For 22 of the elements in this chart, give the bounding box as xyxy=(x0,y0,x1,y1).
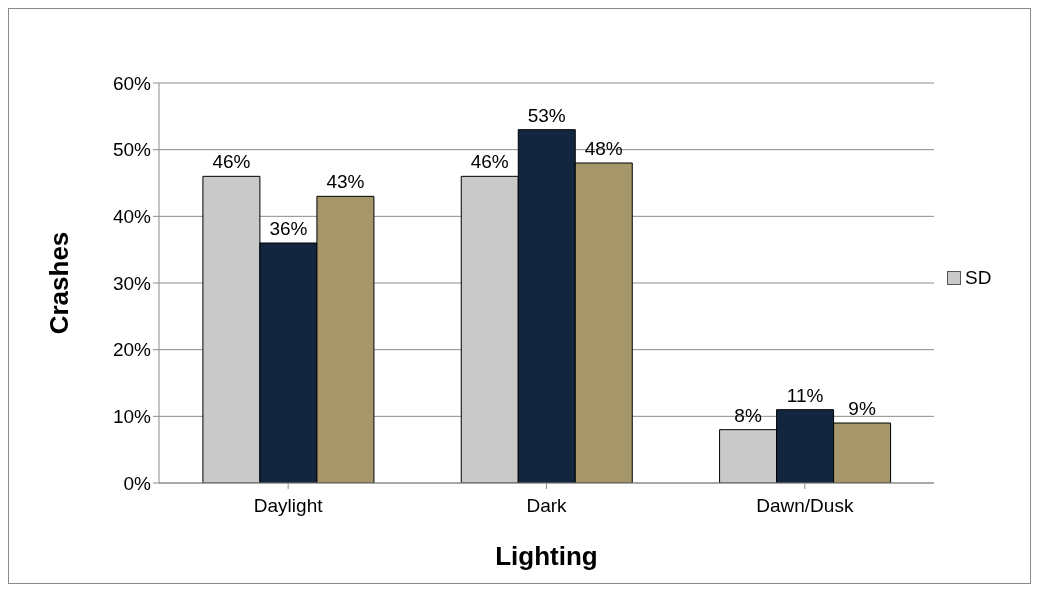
legend-label: SD xyxy=(965,267,992,289)
y-tick-label: 40% xyxy=(112,206,152,228)
data-label: 9% xyxy=(848,398,876,419)
data-label: 11% xyxy=(786,384,824,406)
data-label: 46% xyxy=(212,151,251,173)
y-tick-label: 20% xyxy=(112,339,152,361)
y-tick-label: 0% xyxy=(123,472,152,494)
y-tick-label: 60% xyxy=(112,72,152,94)
data-label: 48% xyxy=(584,138,623,159)
x-tick-label: Dark xyxy=(526,495,568,517)
y-axis-title: Crashes xyxy=(44,231,75,335)
data-label: 8% xyxy=(734,404,762,426)
data-label: 46% xyxy=(470,151,509,173)
y-tick-label: 50% xyxy=(112,139,152,161)
data-label: 53% xyxy=(527,104,566,126)
data-label: 36% xyxy=(269,218,308,239)
data-label: 43% xyxy=(326,171,365,193)
y-tick-label: 30% xyxy=(112,272,152,294)
x-tick-label: Dawn/Dusk xyxy=(756,495,854,517)
x-axis-title: Lighting xyxy=(495,541,598,571)
x-tick-label: Daylight xyxy=(253,495,324,517)
y-tick-label: 10% xyxy=(112,406,152,428)
